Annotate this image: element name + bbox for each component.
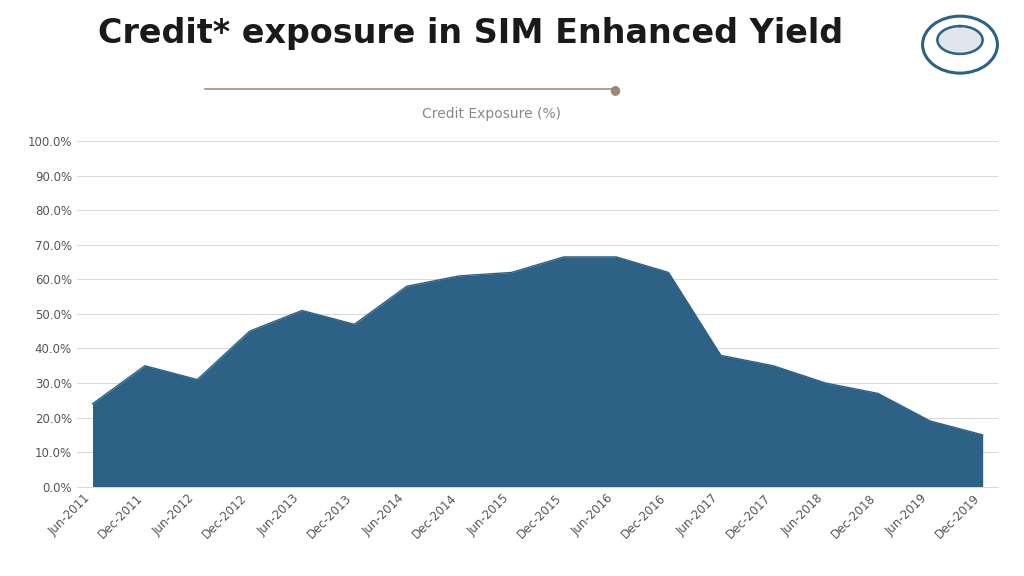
- Text: ●: ●: [609, 83, 620, 96]
- Polygon shape: [937, 26, 983, 54]
- Text: Credit Exposure (%): Credit Exposure (%): [422, 107, 561, 120]
- Text: Credit* exposure in SIM Enhanced Yield: Credit* exposure in SIM Enhanced Yield: [98, 17, 844, 50]
- Text: *Non-sovereign and non-traditional bank exposures: *Non-sovereign and non-traditional bank …: [15, 548, 379, 561]
